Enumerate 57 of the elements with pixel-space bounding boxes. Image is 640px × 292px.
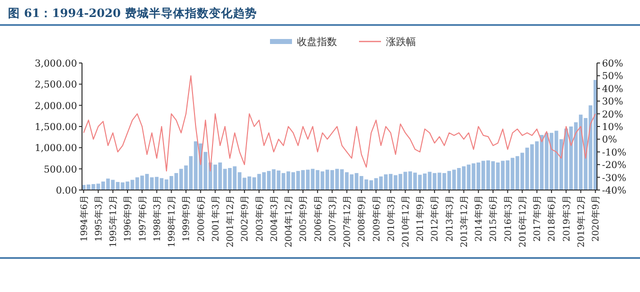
x-tick-label: 1996年9月: [122, 195, 134, 242]
x-tick-label: 2010年12月: [400, 195, 412, 248]
chart-title: 图 61：1994-2020 费城半导体指数变化趋势: [8, 6, 257, 20]
x-tick-label: 2007年12月: [342, 195, 354, 248]
x-tick-label: 1998年3月: [152, 195, 163, 242]
x-tick-label: 2012年6月: [430, 195, 441, 242]
x-tick-label: 2014年9月: [474, 195, 485, 242]
x-tick-label: 2001年3月: [210, 195, 222, 242]
y-tick-label: 500.00: [44, 164, 77, 176]
y-tick-label: 2,500.00: [34, 80, 77, 91]
y2-tick-label: 10%: [602, 122, 624, 133]
y2-tick-label: 0%: [602, 134, 618, 146]
x-tick-label: 2007年3月: [327, 195, 338, 242]
x-tick-label: 2003年6月: [254, 195, 266, 242]
y2-tick-label: 60%: [602, 58, 624, 70]
y2-tick-label: -30%: [602, 172, 626, 184]
x-tick-label: 2005年9月: [298, 195, 310, 242]
x-tick-label: 2004年3月: [268, 195, 280, 242]
y2-tick-label: 20%: [602, 109, 624, 120]
x-tick-label: 2017年9月: [532, 195, 544, 242]
y2-tick-label: -10%: [602, 147, 626, 158]
x-tick-label: 2010年3月: [386, 195, 397, 242]
x-tick-label: 2011年9月: [415, 195, 426, 242]
y-tick-label: 2,000.00: [34, 100, 77, 112]
y-tick-label: 1,500.00: [34, 122, 77, 133]
x-tick-label: 2002年9月: [240, 195, 251, 242]
x-tick-label: 2013年3月: [444, 195, 456, 242]
x-tick-label: 1999年9月: [181, 195, 192, 242]
x-tick-label: 1994年6月: [78, 195, 90, 242]
y2-tick-label: -40%: [602, 186, 626, 196]
x-tick-label: 1998年12月: [166, 195, 178, 248]
y-tick-label: 3,000.00: [34, 58, 77, 70]
x-tick-label: 2000年6月: [196, 195, 207, 242]
y-tick-label: 0.00: [56, 186, 77, 196]
x-tick-label: 2016年3月: [502, 195, 514, 242]
x-tick-label: 1997年6月: [137, 195, 148, 242]
x-tick-label: 1995年12月: [108, 195, 120, 248]
y2-tick-label: 40%: [602, 84, 624, 95]
x-tick-label: 2020年9月: [590, 195, 602, 242]
x-tick-label: 2004年12月: [284, 195, 295, 248]
legend-label: 涨跌幅: [386, 36, 416, 48]
y2-tick-label: -20%: [602, 160, 626, 172]
x-tick-label: 2001年12月: [225, 195, 236, 248]
x-tick-label: 2016年12月: [517, 195, 528, 248]
x-tick-label: 2009年6月: [371, 195, 382, 242]
y2-tick-label: 50%: [602, 71, 624, 82]
x-tick-label: 2019年12月: [576, 195, 587, 248]
y2-tick-label: 30%: [602, 96, 624, 108]
y-tick-label: 1,000.00: [34, 143, 77, 154]
x-tick-label: 2018年6月: [546, 195, 558, 242]
x-tick-label: 1995年3月: [93, 195, 104, 242]
x-tick-label: 2008年9月: [356, 195, 368, 242]
x-tick-label: 2013年12月: [458, 195, 470, 248]
legend-label: 收盘指数: [297, 36, 337, 48]
x-tick-label: 2019年3月: [561, 195, 572, 242]
x-tick-label: 2006年6月: [312, 195, 324, 242]
x-tick-label: 2015年6月: [488, 195, 500, 242]
